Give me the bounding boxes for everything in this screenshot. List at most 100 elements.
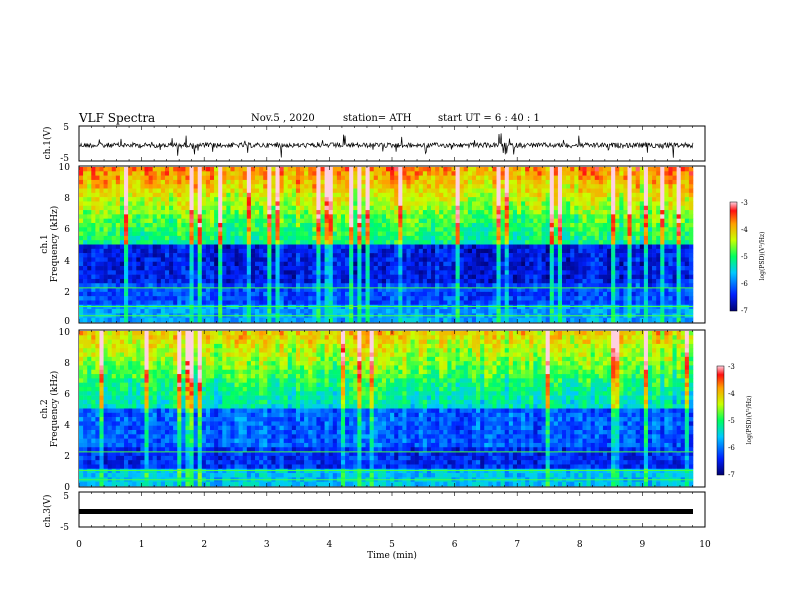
spectrogram-cell (226, 248, 231, 254)
spectrogram-cell (152, 210, 158, 215)
spectrogram-cell (463, 192, 469, 198)
spectrogram-cell (512, 257, 518, 263)
spectrogram-cell (295, 184, 301, 189)
spectrogram-cell (443, 192, 448, 198)
spectrogram-cell (602, 179, 608, 185)
spectrogram-cell (459, 188, 465, 194)
spectrogram-cell (136, 227, 141, 232)
spectrogram-cell (467, 167, 473, 172)
spectrogram-cell (508, 167, 514, 172)
spectrogram-cell (447, 184, 452, 189)
spectrogram-cell (373, 304, 379, 310)
spectrogram-cell (160, 309, 166, 314)
spectrogram-cell (144, 287, 149, 293)
spectrogram-cell (263, 240, 268, 245)
spectrogram-cell (578, 304, 583, 310)
spectrogram-cell (676, 188, 682, 194)
spectrogram-cell (574, 184, 579, 189)
spectrogram-cell (136, 197, 141, 202)
spectrogram-cell (160, 231, 166, 237)
spectrogram-cell (672, 184, 677, 189)
spectrogram-cell (390, 270, 395, 275)
spectrogram-cell (582, 222, 587, 228)
spectrogram-cell (365, 300, 370, 306)
spectrogram-cell (652, 291, 657, 297)
spectrogram-cell (435, 274, 440, 280)
spectrogram-cell (99, 171, 104, 176)
spectrogram-cell (480, 274, 485, 280)
spectrogram-cell (443, 231, 448, 237)
spectrogram-cell (635, 266, 641, 271)
spectrogram-cell (631, 261, 636, 267)
spectrogram-cell (263, 218, 268, 224)
spectrogram-cell (684, 300, 690, 306)
spectrogram-cell (336, 278, 342, 284)
spectrogram-cell (201, 210, 207, 215)
spectrogram-cell (160, 227, 166, 232)
spectrogram-cell (562, 167, 567, 172)
spectrogram-cell (598, 171, 604, 176)
spectrogram-cell (607, 171, 612, 176)
spectrogram-cell (353, 188, 358, 194)
spectrogram-cell (598, 291, 604, 297)
spectrogram-cell (226, 240, 231, 245)
spectrogram-cell (271, 304, 276, 310)
spectrogram-cell (439, 244, 444, 250)
spectrogram-cell (300, 167, 305, 172)
spectrogram-cell (365, 304, 370, 310)
spectrogram-cell (562, 304, 567, 310)
spectrogram-cell (377, 235, 383, 241)
spectrogram-cell (136, 287, 141, 293)
spectrogram-cell (246, 257, 252, 263)
spectrogram-cell (516, 253, 522, 258)
spectrogram-cell (349, 218, 354, 224)
spectrogram-cell (414, 300, 420, 306)
spectrogram-cell (83, 222, 88, 228)
spectrogram-cell (312, 287, 317, 293)
spectrogram-cell (545, 261, 551, 267)
spectrogram-cell (578, 253, 583, 258)
spectrogram-cell (201, 270, 207, 275)
spectrogram-cell (664, 197, 669, 202)
spectrogram-cell (480, 253, 485, 258)
spectrogram-cell (386, 304, 391, 310)
spectrogram-cell (406, 253, 411, 258)
spectrogram-cell (152, 287, 158, 293)
spectrogram-cell (91, 270, 96, 275)
spectrogram-cell (476, 244, 481, 250)
spectrogram-cell (336, 205, 342, 211)
spectrogram-cell (627, 167, 632, 172)
spectrogram-cell (373, 184, 379, 189)
spectrogram-cell (541, 175, 546, 181)
spectrogram-cell (365, 205, 370, 211)
spectrogram-cell (144, 304, 149, 310)
spectrogram-cell (410, 201, 415, 207)
spectrogram-cell (656, 274, 661, 280)
spectrogram-cell (119, 188, 125, 194)
spectrogram-cell (255, 222, 260, 228)
spectrogram-cell (128, 287, 133, 293)
spectrogram-cell (140, 278, 145, 284)
spectrogram-cell (124, 248, 129, 254)
spectrogram-cell (83, 244, 88, 250)
spectrogram-cell (271, 257, 276, 263)
spectrogram-cell (83, 304, 88, 310)
spectrogram-cell (328, 227, 334, 232)
spectrogram-cell (365, 171, 370, 176)
spectrogram-cell (566, 257, 571, 263)
spectrogram-cell (488, 175, 493, 181)
spectrogram-cell (607, 214, 612, 219)
spectrogram-cell (316, 278, 321, 284)
spectrogram-cell (255, 192, 260, 198)
spectrogram-cell (688, 205, 694, 211)
spectrogram-cell (652, 304, 657, 310)
spectrogram-cell (177, 179, 182, 185)
spectrogram-cell (668, 270, 673, 275)
spectrogram-cell (193, 257, 198, 263)
spectrogram-cell (643, 253, 649, 258)
spectrogram-cell (263, 257, 268, 263)
spectrogram-cell (230, 270, 235, 275)
spectrogram-cell (664, 167, 669, 172)
spectrogram-cell (611, 171, 616, 176)
spectrogram-cell (545, 218, 551, 224)
